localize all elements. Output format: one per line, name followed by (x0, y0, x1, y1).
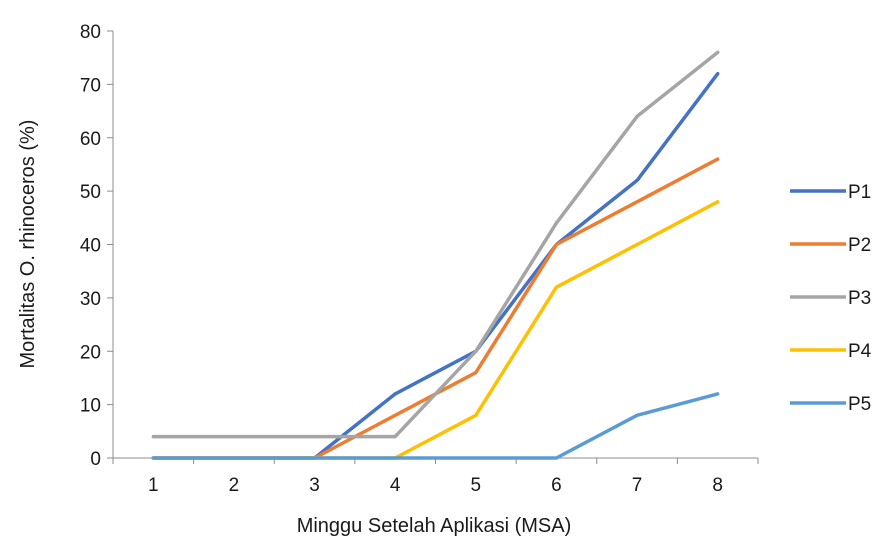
x-tick-label: 4 (390, 475, 401, 496)
series-line-p2 (151, 157, 720, 460)
y-tick-label: 10 (80, 396, 101, 417)
x-tick-label: 7 (632, 475, 643, 496)
legend: P1 P2 P3 P4 P5 (790, 182, 872, 415)
y-tick-label: 30 (80, 289, 101, 310)
legend-item-p1: P1 (790, 182, 871, 203)
series-line-p1 (151, 71, 720, 460)
series-line-p3 (151, 50, 720, 439)
y-tick-label: 60 (80, 129, 101, 150)
legend-item-p3: P3 (790, 288, 871, 309)
y-tick-label: 40 (80, 236, 101, 257)
axes: 0 10 20 30 40 50 60 70 80 1 2 3 4 5 6 7 8 (80, 22, 759, 496)
y-axis-title: Mortalitas O. rhinoceros (%) (17, 120, 39, 369)
x-tick-label: 3 (309, 475, 320, 496)
y-tick-label: 0 (90, 449, 101, 470)
y-tick-label: 20 (80, 342, 101, 363)
legend-label: P2 (848, 235, 871, 256)
legend-item-p2: P2 (790, 235, 871, 256)
x-tick-label: 8 (712, 475, 723, 496)
series-line-p4 (151, 200, 720, 460)
y-tick-label: 50 (80, 182, 101, 203)
legend-label: P3 (848, 288, 871, 309)
legend-label: P4 (848, 341, 872, 362)
x-tick-label: 5 (471, 475, 482, 496)
y-tick-label: 70 (80, 75, 101, 96)
x-tick-label: 6 (551, 475, 562, 496)
series-layer (151, 50, 720, 460)
x-axis-title: Minggu Setelah Aplikasi (MSA) (297, 515, 572, 537)
legend-label: P1 (848, 182, 871, 203)
legend-item-p5: P5 (790, 394, 871, 415)
legend-item-p4: P4 (790, 341, 872, 362)
legend-label: P5 (848, 394, 871, 415)
x-tick-label: 1 (148, 475, 159, 496)
series-line-p5 (151, 392, 720, 460)
x-tick-label: 2 (229, 475, 240, 496)
y-tick-label: 80 (80, 22, 101, 43)
